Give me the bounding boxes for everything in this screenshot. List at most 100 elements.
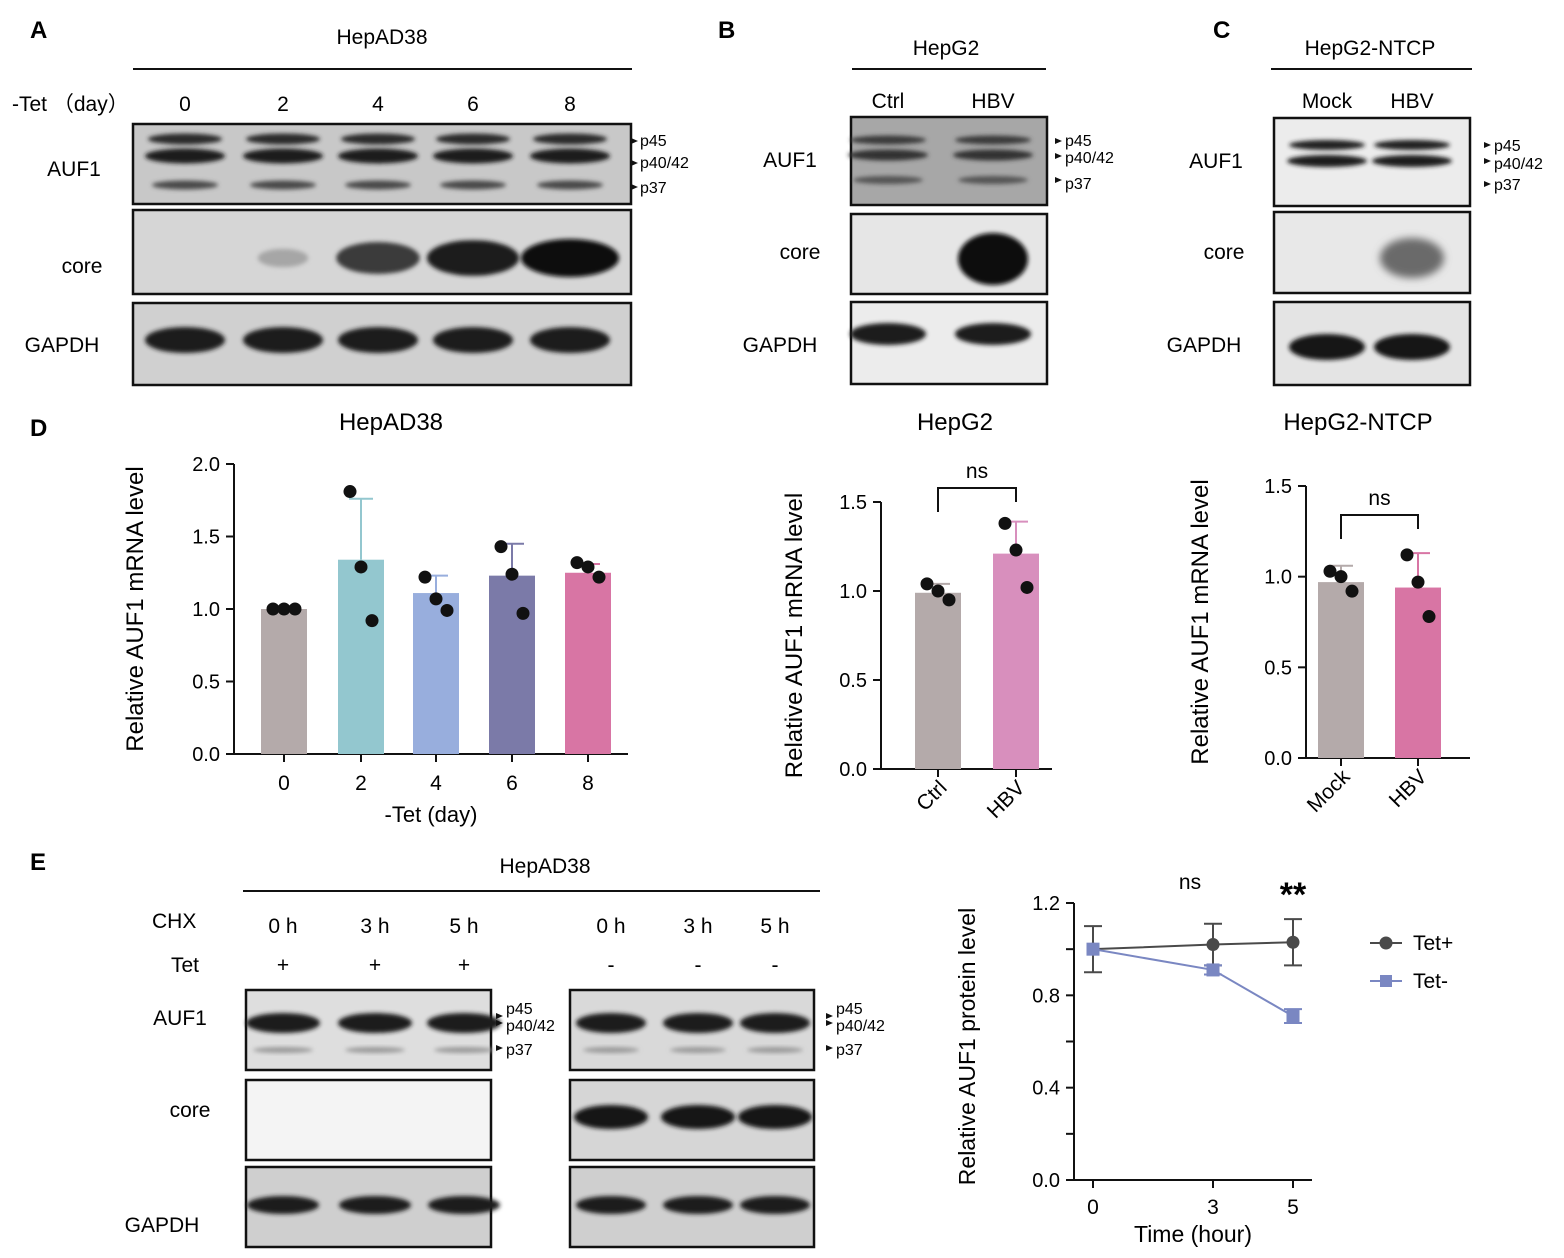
band-gapdh <box>955 323 1031 345</box>
chart-title: HepG2-NTCP <box>1283 409 1432 436</box>
tet-sign: + <box>369 954 381 977</box>
tet-sign: - <box>608 954 615 977</box>
band-p37 <box>152 180 218 190</box>
x-tick-label: HBV <box>1385 765 1432 812</box>
lane-label: 5 h <box>760 915 789 938</box>
y-tick-label: 0.5 <box>839 670 867 692</box>
panel-a: A HepAD38 -Tet （day） 0 2 4 6 8 AUF1 core GAP… <box>12 17 689 387</box>
tet-sign: - <box>772 954 779 977</box>
tet-label: Tet <box>171 954 199 977</box>
lane-label: 6 <box>467 93 479 116</box>
isoform-p40-42: p40/42 <box>640 155 689 172</box>
panel-letter-a: A <box>30 17 47 44</box>
e-bands <box>246 1013 812 1214</box>
annotation-significance: ** <box>1280 876 1307 914</box>
significance-label: ns <box>1368 487 1390 510</box>
band-core <box>958 233 1028 285</box>
panel-b-header: HepG2 <box>913 37 980 60</box>
data-point <box>1422 610 1436 624</box>
band-p37 <box>345 180 411 190</box>
band-p37 <box>583 1047 639 1053</box>
panel-c-header: HepG2-NTCP <box>1305 37 1436 60</box>
band-p45 <box>850 135 926 145</box>
chx-label: CHX <box>152 910 196 933</box>
lane-label: 2 <box>277 93 289 116</box>
band-p45 <box>436 133 510 145</box>
data-point <box>354 560 368 574</box>
x-tick-label: 6 <box>506 772 518 795</box>
blot-label-gapdh: GAPDH <box>125 1214 200 1237</box>
bar <box>338 559 384 754</box>
band-gapdh <box>428 1196 500 1214</box>
band-core <box>574 1105 648 1129</box>
chart-d-hepad38: HepAD38 0.0 0.5 1.0 1.5 2.0 Relative AUF1 mRNA… <box>122 409 628 827</box>
tet-sign: - <box>695 954 702 977</box>
bar <box>261 609 307 754</box>
isoform-p40-42: p40/42 <box>1065 150 1114 167</box>
band-p40-42 <box>145 148 225 164</box>
y-tick-label: 1.0 <box>1264 567 1292 589</box>
lane-label: 3 h <box>683 915 712 938</box>
band-p45 <box>341 133 415 145</box>
x-tick-label: 3 <box>1207 1196 1219 1219</box>
band-p45 <box>533 133 607 145</box>
core-bands <box>257 239 619 277</box>
band-core <box>426 240 520 276</box>
legend-label: Tet+ <box>1413 932 1453 955</box>
x-tick-label: 5 <box>1287 1196 1299 1219</box>
bar <box>413 593 459 754</box>
data-point <box>931 584 945 598</box>
band-p40-42 <box>338 148 418 164</box>
panel-letter-b: B <box>718 17 735 44</box>
auf1-bands <box>145 133 610 190</box>
band-gapdh <box>338 327 418 353</box>
band-gapdh <box>576 1196 646 1214</box>
x-tick-label: 8 <box>582 772 594 795</box>
core-bands <box>1380 238 1444 278</box>
x-tick-label: HBV <box>983 776 1030 823</box>
blot-core-tet-plus <box>244 1078 493 1162</box>
band-gapdh <box>243 327 323 353</box>
isoform-markers-c: p45 p40/42 p37 <box>1484 138 1543 194</box>
band-gapdh <box>663 1196 733 1214</box>
band-p45 <box>246 133 320 145</box>
band-core <box>738 1105 812 1129</box>
data-point <box>920 577 934 591</box>
data-point <box>494 540 508 554</box>
band-p37 <box>853 176 923 184</box>
data-point <box>288 602 302 616</box>
data-point <box>365 614 379 628</box>
lane-label: Ctrl <box>872 90 905 113</box>
y-tick-label: 0.0 <box>192 744 220 766</box>
y-tick-label: 0.0 <box>839 759 867 781</box>
blot-label-core: core <box>780 241 821 264</box>
blot-label-gapdh: GAPDH <box>25 334 100 357</box>
band-auf1 <box>740 1013 810 1033</box>
data-point <box>1020 580 1034 594</box>
band-gapdh <box>433 327 513 353</box>
lane-labels: Ctrl HBV <box>872 90 1015 113</box>
y-tick-label: 0.5 <box>1264 657 1292 679</box>
y-tick-label: 1.5 <box>1264 476 1292 498</box>
data-point <box>505 567 519 581</box>
gapdh-bands <box>1289 334 1450 360</box>
blot-label-gapdh: GAPDH <box>743 334 818 357</box>
isoform-p45: p45 <box>836 1001 863 1018</box>
gapdh-bands <box>145 327 610 353</box>
data-point <box>570 556 584 570</box>
band-p40-42 <box>953 149 1033 161</box>
x-tick-label: Ctrl <box>912 776 951 815</box>
x-tick-label: 4 <box>430 772 442 795</box>
isoform-p37: p37 <box>836 1042 863 1059</box>
band-p37 <box>434 1047 494 1053</box>
band-gapdh <box>1374 334 1450 360</box>
lane-labels: 0 2 4 6 8 <box>179 93 576 116</box>
isoform-p37: p37 <box>640 180 667 197</box>
bar <box>565 572 611 754</box>
band-gapdh <box>850 323 926 345</box>
band-gapdh <box>145 327 225 353</box>
significance-label: ns <box>966 460 988 483</box>
lane-label: 0 h <box>596 915 625 938</box>
panel-letter-e: E <box>30 849 46 876</box>
band-gapdh <box>1289 334 1365 360</box>
